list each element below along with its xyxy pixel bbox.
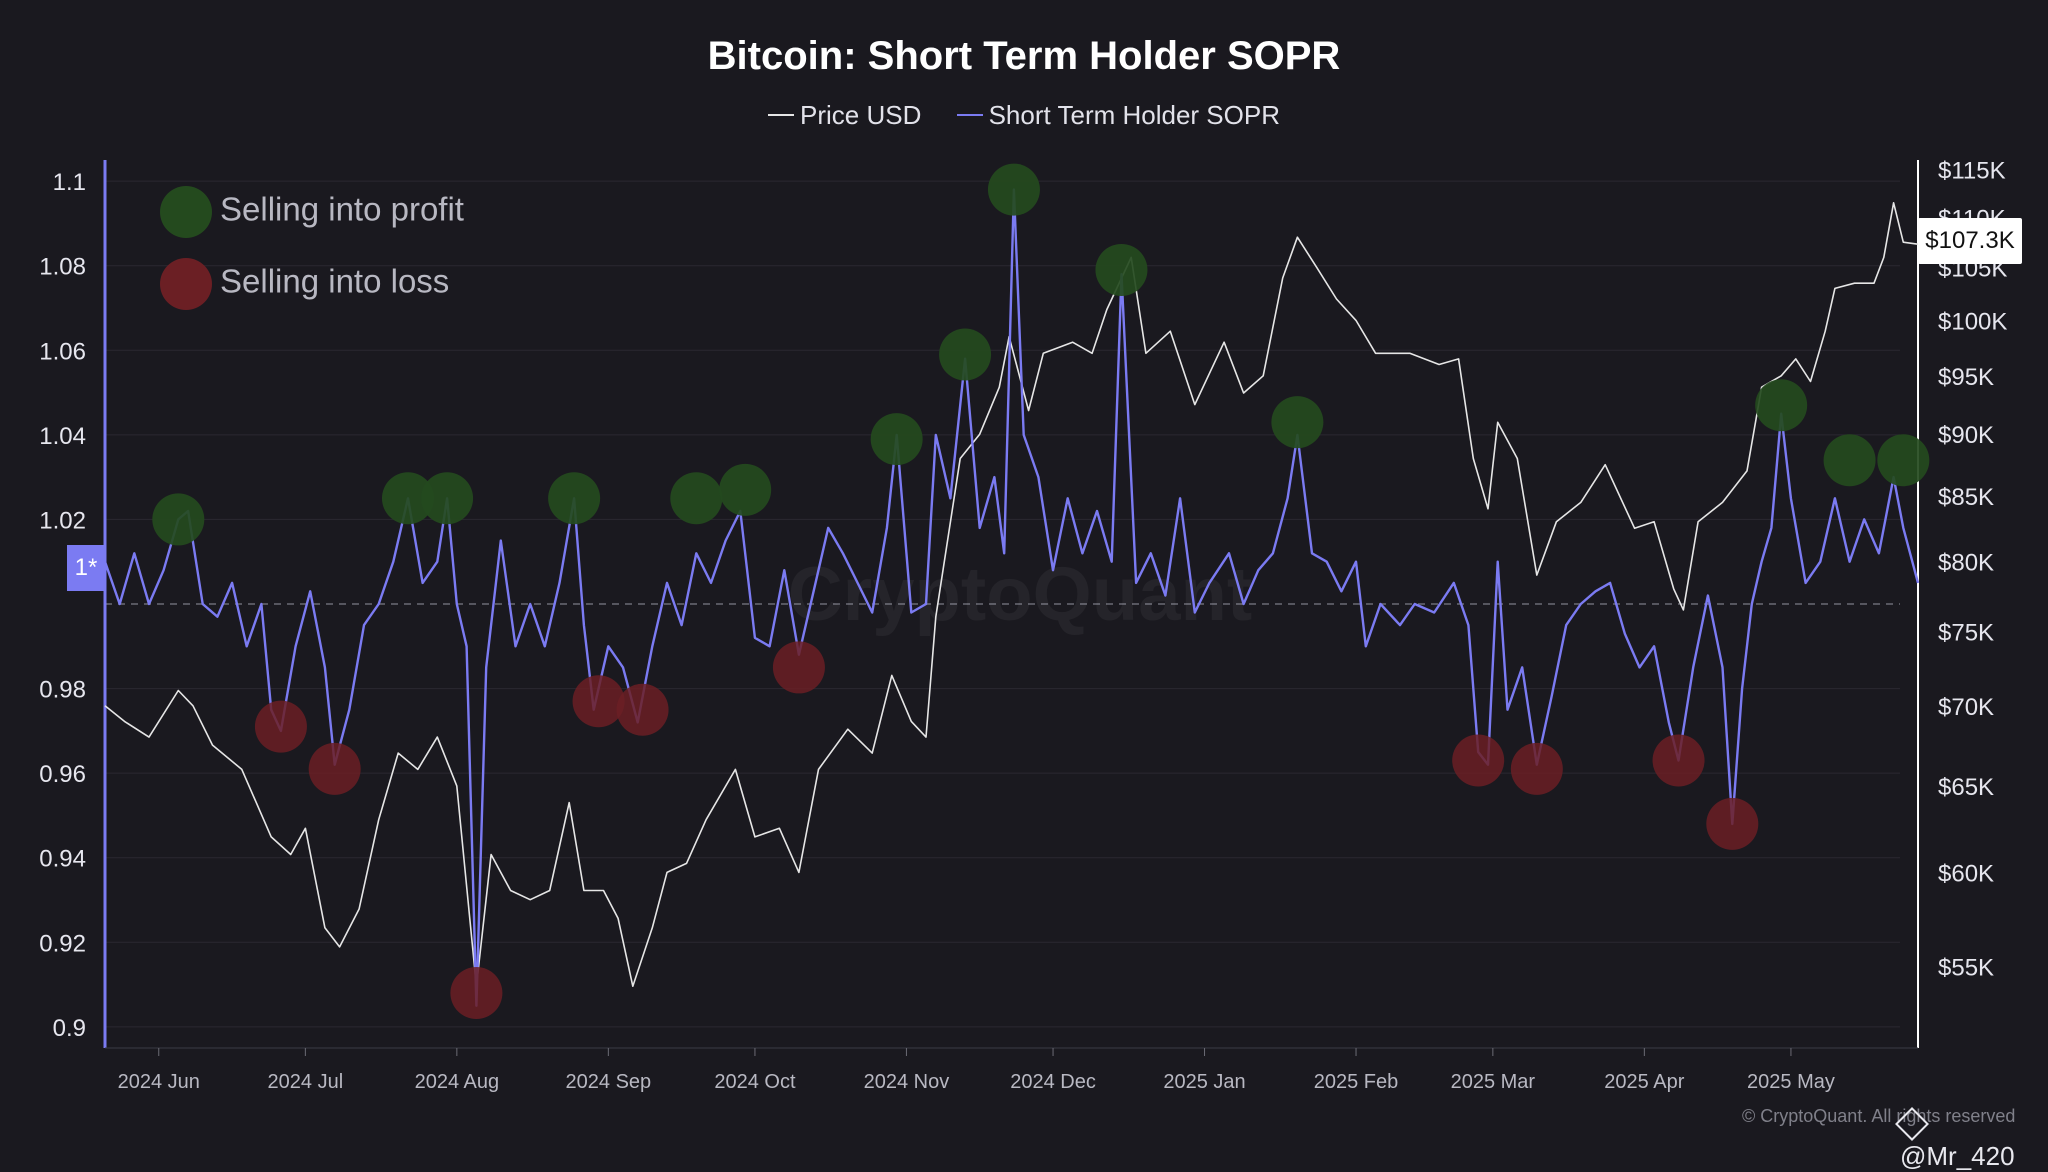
profit-marker [1095, 243, 1148, 296]
author-handle: @Mr_420 [1895, 1107, 2048, 1172]
profit-marker [421, 472, 474, 525]
y-left-tick-label: 1.06 [39, 338, 86, 365]
profit-marker [548, 472, 601, 525]
x-tick-label: 2024 Jul [268, 1071, 344, 1093]
profit-marker [939, 328, 992, 381]
y-left-tick-label: 0.98 [39, 677, 86, 704]
loss-marker [1510, 742, 1563, 795]
legend-price[interactable]: Price USD [768, 100, 921, 131]
legend-price-label: Price USD [800, 100, 922, 130]
y-right-tick-label: $90K [1938, 422, 1994, 449]
current-price-tag: $107.3K [1918, 218, 2022, 264]
price-usd-line [104, 202, 1919, 988]
x-tick-label: 2025 May [1747, 1071, 1835, 1093]
profit-marker [670, 472, 723, 525]
loss-marker [450, 967, 503, 1020]
profit-marker [1823, 434, 1876, 487]
legend-price-swatch [768, 114, 794, 117]
key-profit: Selling into profit [160, 186, 464, 238]
profit-dot-icon [160, 186, 212, 238]
x-tick-label: 2024 Nov [864, 1071, 950, 1093]
profit-marker [152, 493, 205, 546]
legend-sopr-swatch [956, 114, 983, 117]
y-right-tick-label: $85K [1938, 484, 1994, 511]
profit-marker [719, 463, 772, 516]
loss-marker [254, 700, 307, 753]
y-right-tick-label: $65K [1938, 774, 1994, 801]
y-right-tick-label: $80K [1938, 550, 1994, 577]
key-profit-label: Selling into profit [220, 190, 464, 228]
markers-layer [152, 163, 1930, 1020]
y-right-tick-label: $60K [1938, 860, 1994, 887]
profit-marker [1271, 396, 1324, 449]
x-tick-label: 2024 Oct [714, 1071, 796, 1093]
loss-dot-icon [160, 258, 212, 310]
profit-marker [870, 413, 923, 466]
profit-marker [987, 163, 1040, 216]
loss-marker [1706, 797, 1759, 850]
tick-labels: 0.9 0.92 0.94 0.96 0.98 1.02 1.04 1.06 1.08 1.1 $5… [39, 157, 2007, 1093]
author-handle-text: @Mr_420 [1900, 1141, 2015, 1171]
x-tick-label: 2025 Feb [1314, 1071, 1399, 1093]
binance-logo-icon [1895, 1107, 1929, 1142]
y-left-tick-label: 0.96 [39, 761, 86, 788]
chart-title: Bitcoin: Short Term Holder SOPR [707, 34, 1341, 78]
y-left-tick-label: 1.02 [39, 507, 86, 534]
profit-marker [1877, 434, 1930, 487]
loss-marker [308, 742, 361, 795]
profit-marker [1755, 379, 1808, 432]
y-left-tick-label: 0.92 [39, 930, 86, 957]
y-left-tick-label: 0.9 [53, 1015, 86, 1042]
x-tick-label: 2024 Dec [1010, 1071, 1096, 1093]
key-loss: Selling into loss [160, 258, 449, 310]
profit-marker [381, 472, 434, 525]
y-right-tick-label: $115K [1938, 157, 2006, 184]
y-right-tick-label: $70K [1938, 694, 1994, 721]
legend: Price USD Short Term Holder SOPR [0, 100, 2048, 131]
y-left-tick-label: 1.04 [39, 423, 86, 450]
loss-marker [1452, 734, 1505, 787]
y-right-tick-label: $95K [1938, 364, 1994, 391]
legend-sopr-label: Short Term Holder SOPR [988, 100, 1280, 130]
watermark: CryptoQuant [788, 552, 1252, 637]
y-right-tick-label: $75K [1938, 619, 1994, 646]
x-tick-label: 2025 Apr [1604, 1071, 1684, 1093]
x-tick-label: 2025 Mar [1451, 1071, 1536, 1093]
loss-marker [772, 641, 825, 694]
loss-marker [616, 683, 669, 736]
copyright-credit: © CryptoQuant. All rights reserved [1742, 1106, 2016, 1126]
y-left-tick-label: 1.08 [39, 254, 86, 281]
y-right-tick-label: $55K [1938, 954, 1994, 981]
x-tick-label: 2024 Jun [118, 1071, 200, 1093]
key-loss-label: Selling into loss [220, 262, 450, 300]
axes [103, 160, 1919, 1056]
sopr-baseline-tag: 1* [67, 545, 105, 591]
x-tick-label: 2024 Sep [566, 1071, 652, 1093]
loss-marker [572, 675, 625, 728]
legend-sopr[interactable]: Short Term Holder SOPR [956, 100, 1280, 131]
loss-marker [1652, 734, 1705, 787]
x-tick-label: 2025 Jan [1163, 1071, 1245, 1093]
y-left-tick-label: 1.1 [53, 169, 86, 196]
y-left-tick-label: 0.94 [39, 846, 86, 873]
x-tick-label: 2024 Aug [415, 1071, 500, 1093]
y-right-tick-label: $100K [1938, 308, 2007, 335]
